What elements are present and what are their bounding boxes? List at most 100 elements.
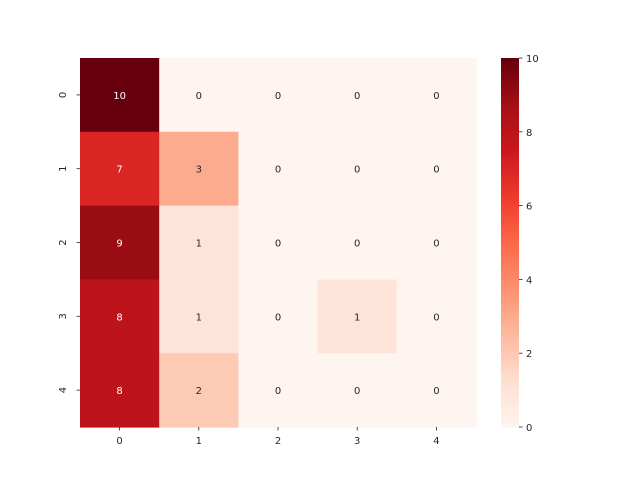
colorbar-segment	[501, 104, 519, 108]
colorbar-segment	[501, 171, 519, 176]
colorbar-segment	[501, 125, 519, 130]
colorbar-segment	[501, 297, 519, 302]
colorbar-tick-label: 0	[526, 423, 532, 434]
cell-value-label: 0	[354, 165, 360, 176]
colorbar-segment	[501, 411, 519, 416]
colorbar-segment	[501, 356, 519, 360]
colorbar-segment	[501, 208, 519, 213]
colorbar-segment	[501, 260, 519, 265]
colorbar-segment	[501, 137, 519, 142]
cell-value-label: 7	[116, 165, 122, 176]
colorbar-segment	[501, 319, 519, 324]
y-tick-label: 4	[58, 387, 69, 393]
colorbar-segment	[501, 304, 519, 308]
y-tick-label: 0	[58, 92, 69, 98]
colorbar-segment	[501, 64, 519, 68]
colorbar-segment	[501, 365, 519, 370]
heatmap-cell	[317, 353, 398, 428]
colorbar-segment	[501, 270, 519, 274]
colorbar-segment	[501, 94, 519, 99]
colorbar-segment	[501, 205, 519, 210]
colorbar-segment	[501, 291, 519, 296]
heatmap-cell	[396, 58, 477, 133]
cell-value-label: 0	[275, 165, 281, 176]
colorbar-segment	[501, 110, 519, 114]
heatmap-cell	[317, 58, 398, 133]
colorbar-segment	[501, 184, 519, 188]
heatmap-cell	[159, 58, 239, 133]
colorbar-segment	[501, 82, 519, 87]
y-tick-label: 1	[58, 166, 69, 172]
colorbar-segment	[501, 414, 519, 419]
heatmap-cell	[159, 131, 239, 207]
cell-annotations: 10 0 0 0 07 3 0 0 09 1 0 0 08 1 0 1 08 2 0 0 0	[113, 91, 439, 397]
x-tick-label: 1	[196, 436, 202, 447]
colorbar-segment	[501, 288, 519, 293]
colorbar-segment	[501, 316, 519, 320]
colorbar-tick-label: 8	[526, 128, 532, 139]
cell-value-label: 1	[354, 312, 360, 323]
cell-value-label: 9	[116, 239, 122, 250]
colorbar-segment	[501, 310, 519, 314]
y-axis: 0 1 2 3 4	[58, 92, 80, 393]
colorbar-segment	[501, 73, 519, 78]
colorbar-tick-label: 2	[526, 349, 532, 360]
colorbar-segment	[501, 122, 519, 127]
colorbar-segment	[501, 239, 519, 244]
x-axis: 0 1 2 3 4	[116, 427, 440, 447]
colorbar-segment	[501, 67, 519, 71]
colorbar-segment	[501, 417, 519, 422]
colorbar-segment	[501, 162, 519, 167]
colorbar-segment	[501, 119, 519, 124]
colorbar-segment	[501, 325, 519, 330]
cell-value-label: 0	[275, 239, 281, 250]
heatmap-cell	[396, 131, 477, 207]
colorbar-tick-label: 10	[526, 54, 539, 65]
colorbar-segment	[501, 405, 519, 410]
colorbar-segment	[501, 282, 519, 287]
cell-value-label: 0	[433, 386, 439, 397]
heatmap-cell	[80, 353, 160, 428]
colorbar-segment	[501, 144, 519, 148]
colorbar-segment	[501, 233, 519, 237]
colorbar-segment	[501, 371, 519, 376]
cell-value-label: 0	[354, 239, 360, 250]
colorbar-segment	[501, 396, 519, 400]
colorbar-segment	[501, 196, 519, 201]
colorbar-segment	[501, 279, 519, 284]
heatmap-cells	[80, 58, 477, 428]
colorbar-segment	[501, 236, 519, 241]
colorbar-segment	[501, 131, 519, 136]
colorbar-segment	[501, 300, 519, 305]
heatmap-cell	[159, 205, 239, 280]
colorbar-segment	[501, 374, 519, 379]
colorbar-segment	[501, 217, 519, 222]
colorbar-segment	[501, 91, 519, 96]
colorbar-segment	[501, 390, 519, 394]
colorbar-segment	[501, 113, 519, 118]
cell-value-label: 2	[196, 386, 202, 397]
colorbar-segment	[501, 245, 519, 250]
colorbar-segment	[501, 402, 519, 407]
colorbar-segment	[501, 242, 519, 247]
colorbar-segment	[501, 187, 519, 191]
colorbar-segment	[501, 150, 519, 154]
colorbar-segment	[501, 181, 519, 185]
colorbar-segment	[501, 214, 519, 219]
colorbar-segment	[501, 70, 519, 74]
x-tick-label: 4	[433, 436, 439, 447]
cell-value-label: 10	[113, 91, 126, 102]
colorbar-segment	[501, 97, 519, 102]
colorbar-segment	[501, 307, 519, 311]
heatmap-cell	[80, 205, 160, 280]
x-tick-label: 2	[275, 436, 281, 447]
colorbar-segment	[501, 331, 519, 336]
colorbar-segment	[501, 408, 519, 413]
cell-value-label: 0	[275, 91, 281, 102]
colorbar-segment	[501, 334, 519, 339]
colorbar-segment	[501, 347, 519, 351]
heatmap-cell	[80, 58, 160, 133]
colorbar-segment	[501, 202, 519, 207]
colorbar-segment	[501, 257, 519, 262]
colorbar-segment	[501, 224, 519, 228]
